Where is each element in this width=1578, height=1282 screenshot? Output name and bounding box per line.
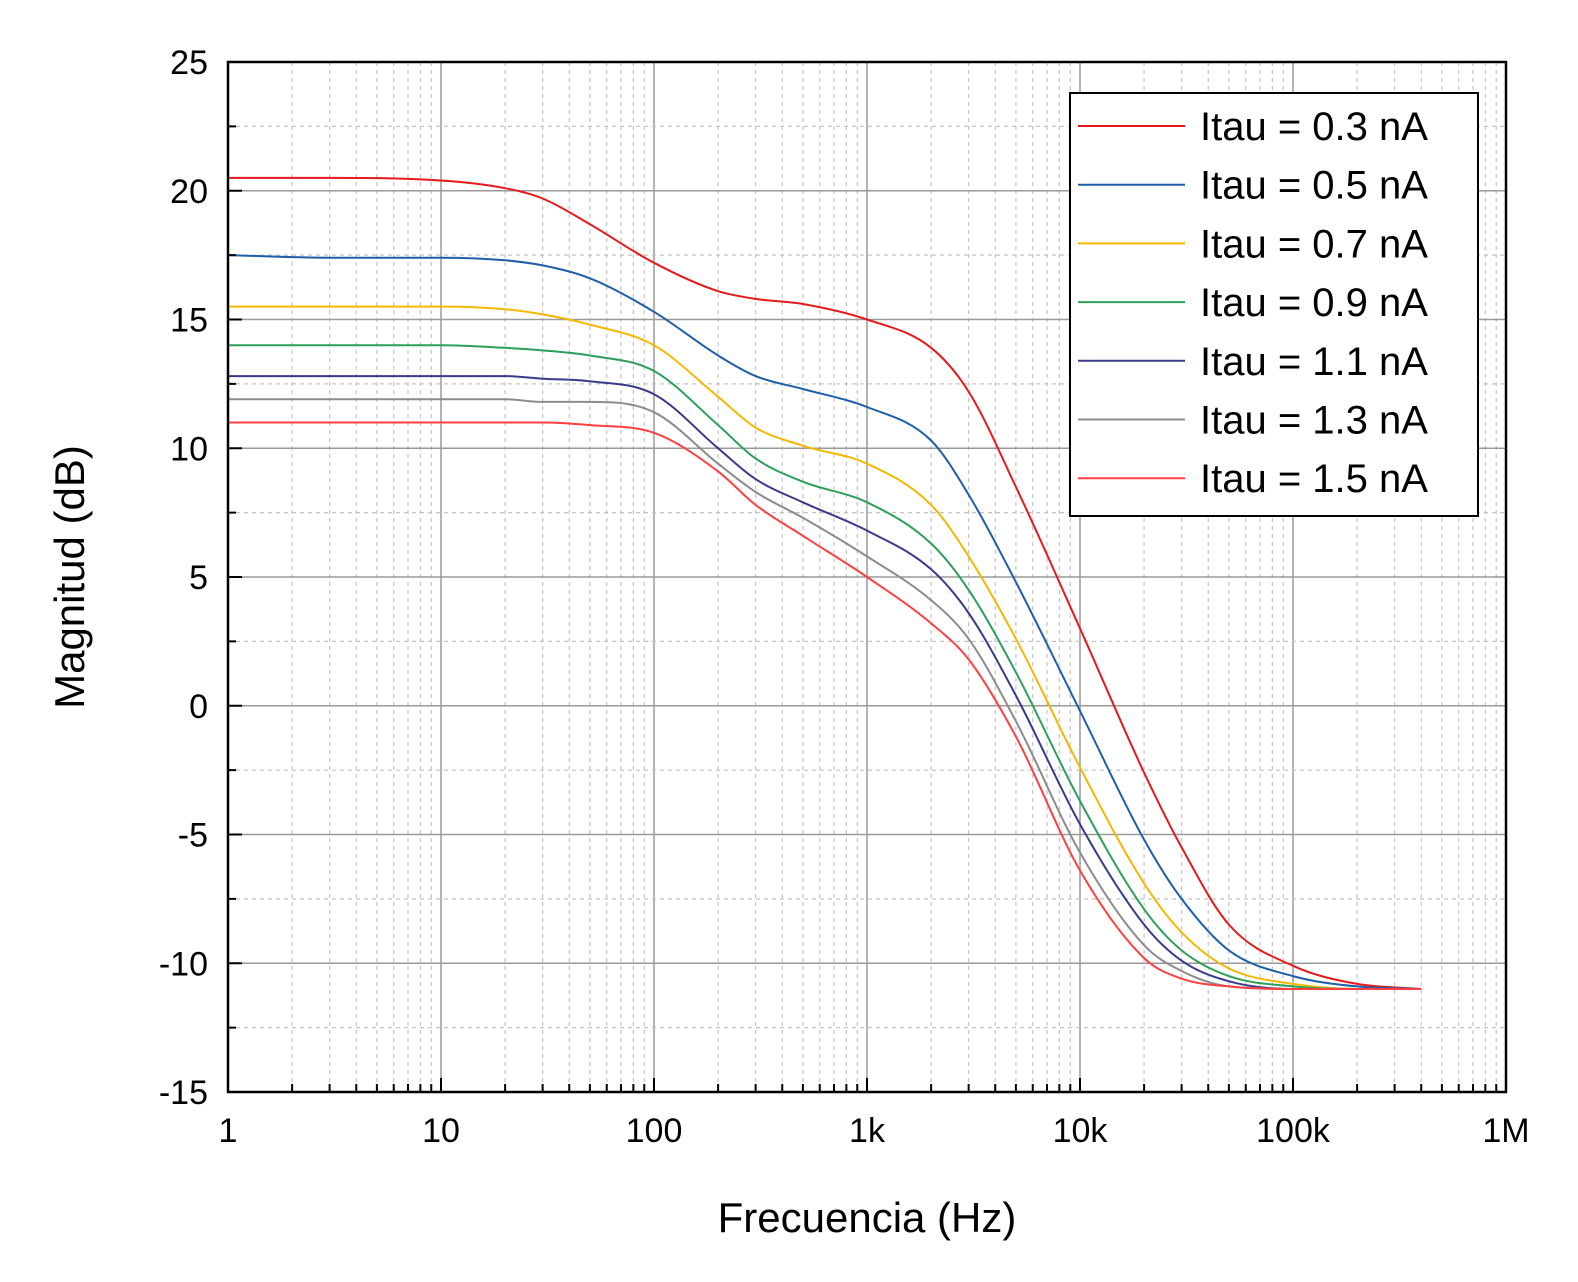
series-line-7 bbox=[227, 421, 1422, 991]
series-line-3 bbox=[228, 305, 1422, 991]
legend-label-6: Itau = 1.3 nA bbox=[1200, 399, 1428, 443]
series-line-5 bbox=[227, 375, 1422, 991]
y-axis-label: Magnitud (dB) bbox=[46, 445, 93, 709]
legend-label-5: Itau = 1.1 nA bbox=[1200, 340, 1428, 384]
series-line-6 bbox=[228, 398, 1422, 991]
y-tick-label: 0 bbox=[189, 688, 208, 726]
x-axis-label: Frecuencia (Hz) bbox=[718, 1194, 1017, 1241]
legend-label-7: Itau = 1.5 nA bbox=[1200, 457, 1428, 501]
y-tick-label: -10 bbox=[159, 945, 208, 983]
y-tick-label: 25 bbox=[170, 44, 208, 82]
legend-box bbox=[1069, 92, 1479, 517]
x-tick-label: 1M bbox=[1482, 1112, 1529, 1150]
legend-label-2: Itau = 0.5 nA bbox=[1200, 164, 1428, 208]
legend-label-3: Itau = 0.7 nA bbox=[1200, 222, 1428, 266]
x-tick-label: 1k bbox=[849, 1112, 886, 1150]
y-tick-label: 5 bbox=[189, 559, 208, 597]
x-tick-label: 100 bbox=[626, 1112, 683, 1150]
x-tick-label: 10 bbox=[422, 1112, 460, 1150]
legend-label-4: Itau = 0.9 nA bbox=[1200, 281, 1428, 325]
y-tick-label: 15 bbox=[170, 302, 208, 340]
series-line-1 bbox=[227, 176, 1422, 990]
x-tick-label: 10k bbox=[1053, 1112, 1109, 1150]
x-tick-label: 100k bbox=[1256, 1112, 1331, 1150]
y-tick-label: -5 bbox=[178, 817, 208, 855]
tick-labels: 1 10 100 1k 10k 100k 1M 25 20 15 10 5 0 -5 -10 -15 bbox=[159, 44, 1530, 1150]
y-tick-label: 10 bbox=[170, 430, 208, 468]
legend-label-1: Itau = 0.3 nA bbox=[1200, 105, 1428, 149]
series-line-2 bbox=[227, 254, 1422, 990]
axis-ticks bbox=[227, 61, 1507, 1093]
x-tick-label: 1 bbox=[219, 1112, 238, 1150]
y-tick-label: 20 bbox=[170, 173, 208, 211]
y-tick-label: -15 bbox=[159, 1074, 208, 1112]
series-lines bbox=[227, 176, 1422, 991]
series-line-4 bbox=[228, 344, 1422, 991]
legend: Itau = 0.3 nA Itau = 0.5 nA Itau = 0.7 nA I… bbox=[1069, 92, 1479, 517]
